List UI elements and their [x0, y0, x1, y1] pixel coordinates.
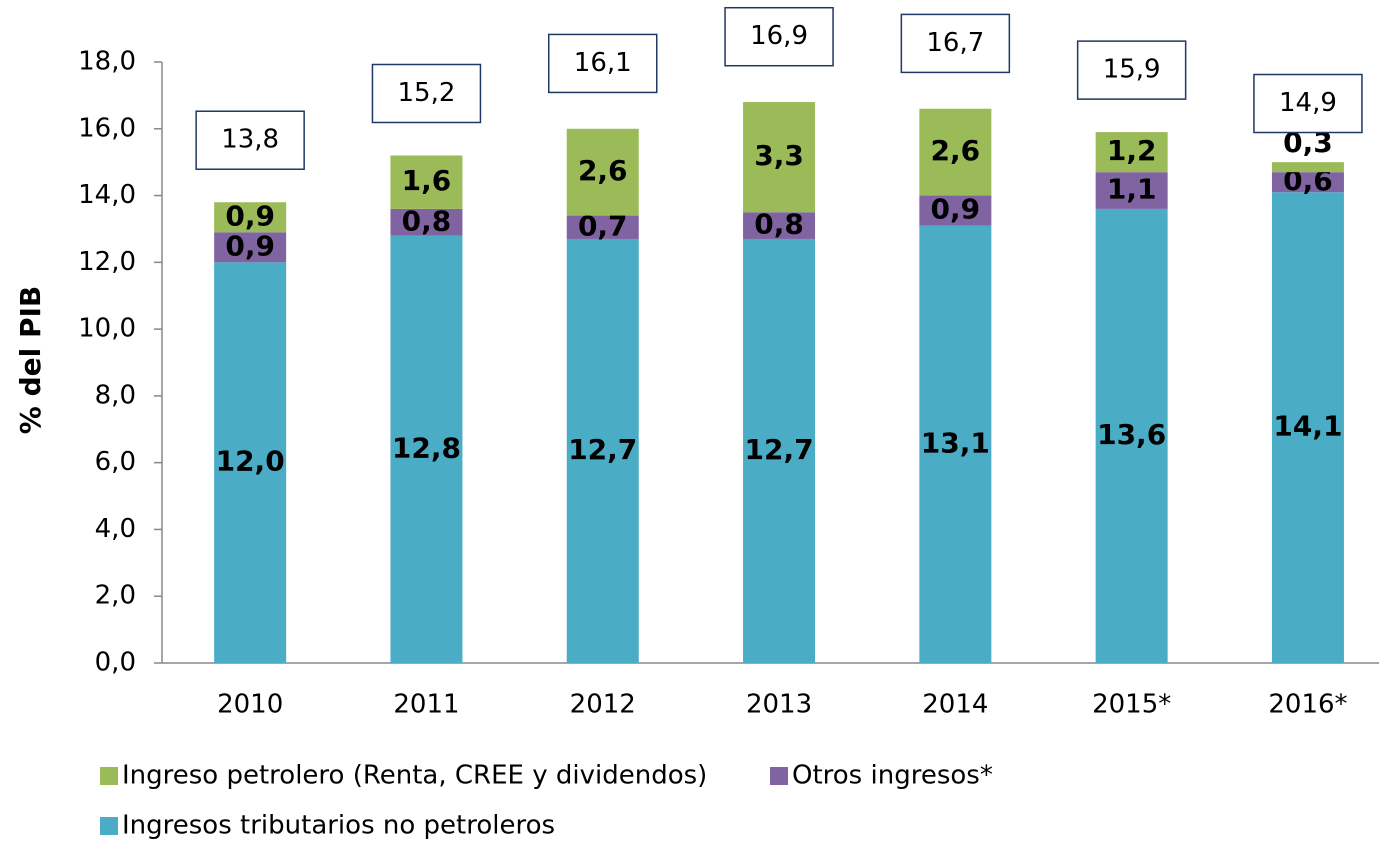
total-label: 15,2	[398, 78, 456, 108]
bar-segment	[743, 102, 816, 213]
bar-segment	[566, 215, 639, 239]
value-label: 0,9	[225, 229, 275, 262]
bar-segment	[1095, 208, 1168, 663]
value-label: 2,6	[578, 154, 628, 187]
legend-swatch	[100, 767, 118, 785]
bar-segment	[919, 108, 992, 196]
y-tick-label: 16,0	[78, 113, 136, 143]
y-tick-label: 14,0	[78, 180, 136, 210]
value-label: 3,3	[754, 139, 804, 172]
x-tick-label: 2014	[922, 690, 988, 720]
value-label: 0,8	[402, 204, 452, 237]
total-box	[548, 33, 658, 94]
y-tick-label: 18,0	[78, 47, 136, 77]
total-box	[371, 63, 482, 124]
bar-segment	[214, 262, 287, 663]
bar-segment	[743, 212, 816, 239]
bar-segment	[214, 232, 287, 263]
legend-label: Otros ingresos*	[792, 761, 993, 791]
total-box	[900, 13, 1011, 74]
value-label: 0,9	[931, 193, 981, 226]
total-label: 16,7	[926, 28, 984, 58]
y-tick-label: 6,0	[95, 447, 136, 477]
y-tick-label: 2,0	[95, 581, 136, 611]
total-box	[1076, 40, 1187, 100]
total-label: 15,9	[1103, 55, 1161, 85]
legend-label: Ingreso petrolero (Renta, CREE y dividen…	[122, 761, 707, 791]
bar-segment	[919, 225, 992, 663]
value-label: 1,6	[402, 164, 452, 197]
x-tick-label: 2012	[570, 690, 636, 720]
bar-segment	[1095, 172, 1168, 209]
value-label: 12,8	[392, 431, 461, 464]
bar-segment	[743, 238, 816, 663]
legend-swatch	[770, 767, 788, 785]
y-tick-label: 4,0	[95, 514, 136, 544]
value-label: 1,2	[1107, 134, 1157, 167]
legend-swatch	[100, 817, 118, 835]
value-label: 13,1	[921, 426, 990, 459]
x-tick-label: 2011	[393, 690, 459, 720]
x-tick-label: 2010	[217, 690, 283, 720]
bar-segment	[566, 128, 639, 216]
bar-segment	[390, 235, 463, 663]
value-label: 14,1	[1273, 410, 1342, 443]
value-label: 0,9	[225, 199, 275, 232]
y-tick-label: 12,0	[78, 247, 136, 277]
bar-segment	[1271, 172, 1344, 193]
bar-segment	[566, 238, 639, 663]
bar-segment	[1271, 192, 1344, 663]
value-label: 12,7	[568, 433, 637, 466]
bar-segment	[214, 202, 287, 233]
value-label: 12,0	[216, 445, 285, 478]
y-tick-label: 0,0	[95, 648, 136, 678]
total-box	[724, 6, 834, 67]
bar-segment	[390, 155, 463, 209]
total-label: 16,1	[574, 48, 632, 78]
y-tick-label: 8,0	[95, 380, 136, 410]
total-label: 13,8	[221, 125, 279, 155]
x-tick-label: 2015*	[1092, 690, 1171, 720]
value-label: 0,8	[754, 208, 804, 241]
bar-segment	[390, 208, 463, 236]
value-label: 12,7	[745, 433, 814, 466]
y-axis-title: % del PIB	[14, 286, 47, 434]
total-box	[1253, 73, 1363, 134]
value-label: 2,6	[931, 134, 981, 167]
y-tick-label: 10,0	[78, 314, 136, 344]
total-label: 14,9	[1279, 88, 1337, 118]
legend-label: Ingresos tributarios no petroleros	[122, 811, 555, 841]
bar-segment	[919, 195, 992, 226]
total-box	[195, 110, 305, 170]
value-label: 13,6	[1097, 418, 1166, 451]
x-tick-label: 2013	[746, 690, 812, 720]
value-label: 1,1	[1107, 173, 1157, 206]
x-tick-label: 2016*	[1268, 690, 1347, 720]
total-label: 16,9	[750, 21, 808, 51]
bar-segment	[1095, 132, 1168, 173]
bar-segment	[1271, 162, 1344, 173]
